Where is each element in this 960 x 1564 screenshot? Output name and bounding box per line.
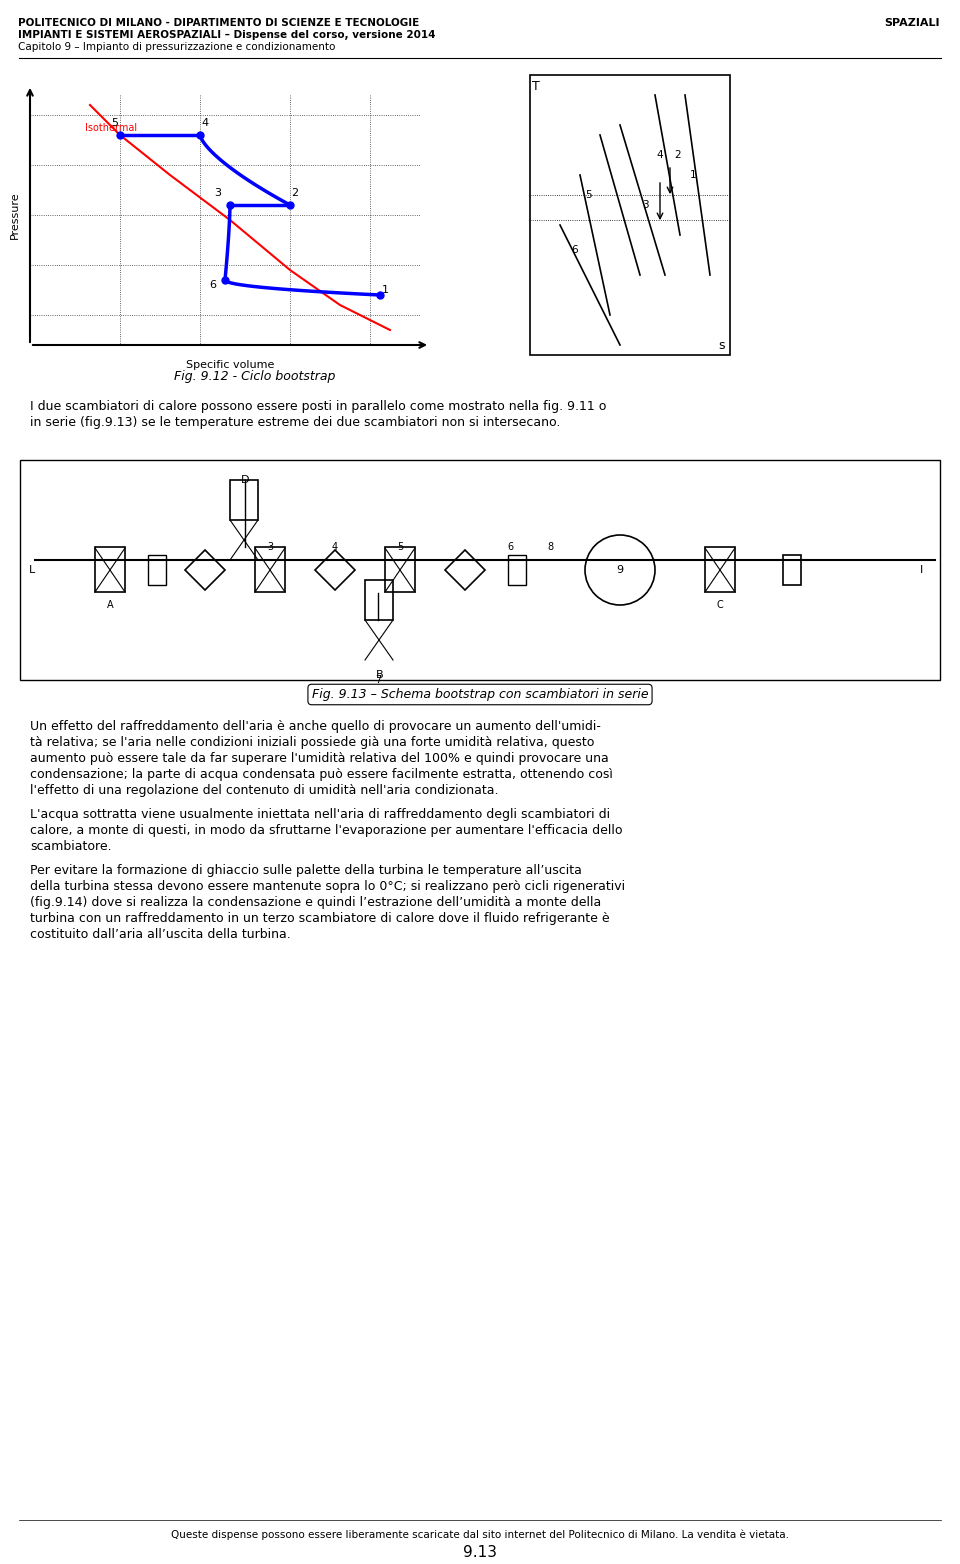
- Bar: [365, 580, 393, 619]
- Bar: [508, 555, 526, 585]
- Text: 9.13: 9.13: [463, 1545, 497, 1559]
- Text: 2: 2: [292, 188, 299, 199]
- Text: POLITECNICO DI MILANO - DIPARTIMENTO DI SCIENZE E TECNOLOGIE: POLITECNICO DI MILANO - DIPARTIMENTO DI …: [18, 19, 420, 28]
- Text: Capitolo 9 – Impianto di pressurizzazione e condizionamento: Capitolo 9 – Impianto di pressurizzazion…: [18, 42, 335, 52]
- Text: 2: 2: [675, 150, 682, 160]
- Text: 6: 6: [507, 543, 513, 552]
- Text: SPAZIALI: SPAZIALI: [884, 19, 940, 28]
- Bar: [705, 547, 735, 593]
- Text: 1: 1: [689, 170, 696, 180]
- Text: 4: 4: [657, 150, 663, 160]
- Text: costituito dall’aria all’uscita della turbina.: costituito dall’aria all’uscita della tu…: [30, 927, 291, 942]
- Text: L'acqua sottratta viene usualmente iniettata nell'aria di raffreddamento degli s: L'acqua sottratta viene usualmente iniet…: [30, 809, 611, 821]
- Text: A: A: [107, 601, 113, 610]
- Text: 3: 3: [267, 543, 273, 552]
- Bar: [148, 555, 166, 585]
- Text: 6: 6: [572, 246, 578, 255]
- Text: 6: 6: [209, 280, 217, 289]
- Text: 8: 8: [547, 543, 553, 552]
- Text: in serie (fig.9.13) se le temperature estreme dei due scambiatori non si interse: in serie (fig.9.13) se le temperature es…: [30, 416, 561, 429]
- Text: 5: 5: [111, 117, 118, 128]
- Text: I due scambiatori di calore possono essere posti in parallelo come mostrato nell: I due scambiatori di calore possono esse…: [30, 400, 607, 413]
- Text: 7: 7: [374, 676, 381, 685]
- Text: 3: 3: [214, 188, 222, 199]
- Bar: [783, 555, 801, 585]
- Text: l'effetto di una regolazione del contenuto di umidità nell'aria condizionata.: l'effetto di una regolazione del contenu…: [30, 784, 498, 798]
- Text: L: L: [29, 565, 35, 576]
- Bar: [385, 547, 415, 593]
- Bar: [20, 460, 940, 680]
- Text: Fig. 9.12 - Ciclo bootstrap: Fig. 9.12 - Ciclo bootstrap: [175, 371, 336, 383]
- Text: T: T: [532, 80, 540, 92]
- Bar: [230, 480, 258, 519]
- Text: tà relativa; se l'aria nelle condizioni iniziali possiede già una forte umidità : tà relativa; se l'aria nelle condizioni …: [30, 737, 594, 749]
- Text: Isothermal: Isothermal: [85, 124, 137, 133]
- Text: turbina con un raffreddamento in un terzo scambiatore di calore dove il fluido r: turbina con un raffreddamento in un terz…: [30, 912, 610, 924]
- Text: scambiatore.: scambiatore.: [30, 840, 111, 852]
- Text: calore, a monte di questi, in modo da sfruttarne l'evaporazione per aumentare l': calore, a monte di questi, in modo da sf…: [30, 824, 622, 837]
- Text: 5: 5: [396, 543, 403, 552]
- Text: aumento può essere tale da far superare l'umidità relativa del 100% e quindi pro: aumento può essere tale da far superare …: [30, 752, 609, 765]
- Text: Specific volume: Specific volume: [186, 360, 275, 371]
- Text: Queste dispense possono essere liberamente scaricate dal sito internet del Polit: Queste dispense possono essere liberamen…: [171, 1530, 789, 1541]
- Text: Per evitare la formazione di ghiaccio sulle palette della turbina le temperature: Per evitare la formazione di ghiaccio su…: [30, 863, 582, 877]
- Bar: [530, 75, 730, 355]
- Text: 5: 5: [585, 189, 591, 200]
- Text: 1: 1: [381, 285, 389, 296]
- Text: Fig. 9.13 – Schema bootstrap con scambiatori in serie: Fig. 9.13 – Schema bootstrap con scambia…: [312, 688, 648, 701]
- Text: 4: 4: [332, 543, 338, 552]
- Text: 3: 3: [641, 200, 648, 210]
- Text: s: s: [718, 339, 725, 352]
- Text: 9: 9: [616, 565, 624, 576]
- Text: Un effetto del raffreddamento dell'aria è anche quello di provocare un aumento d: Un effetto del raffreddamento dell'aria …: [30, 719, 601, 734]
- Text: C: C: [716, 601, 724, 610]
- Text: I: I: [920, 565, 924, 576]
- Text: D: D: [241, 475, 250, 485]
- Text: 4: 4: [202, 117, 208, 128]
- Bar: [255, 547, 285, 593]
- Bar: [95, 547, 125, 593]
- Text: IMPIANTI E SISTEMI AEROSPAZIALI – Dispense del corso, versione 2014: IMPIANTI E SISTEMI AEROSPAZIALI – Dispen…: [18, 30, 436, 41]
- Text: della turbina stessa devono essere mantenute sopra lo 0°C; si realizzano però ci: della turbina stessa devono essere mante…: [30, 881, 625, 893]
- Text: Pressure: Pressure: [10, 191, 20, 239]
- Text: (fig.9.14) dove si realizza la condensazione e quindi l’estrazione dell’umidità : (fig.9.14) dove si realizza la condensaz…: [30, 896, 601, 909]
- Text: condensazione; la parte di acqua condensata può essere facilmente estratta, otte: condensazione; la parte di acqua condens…: [30, 768, 612, 780]
- Text: B: B: [376, 669, 384, 680]
